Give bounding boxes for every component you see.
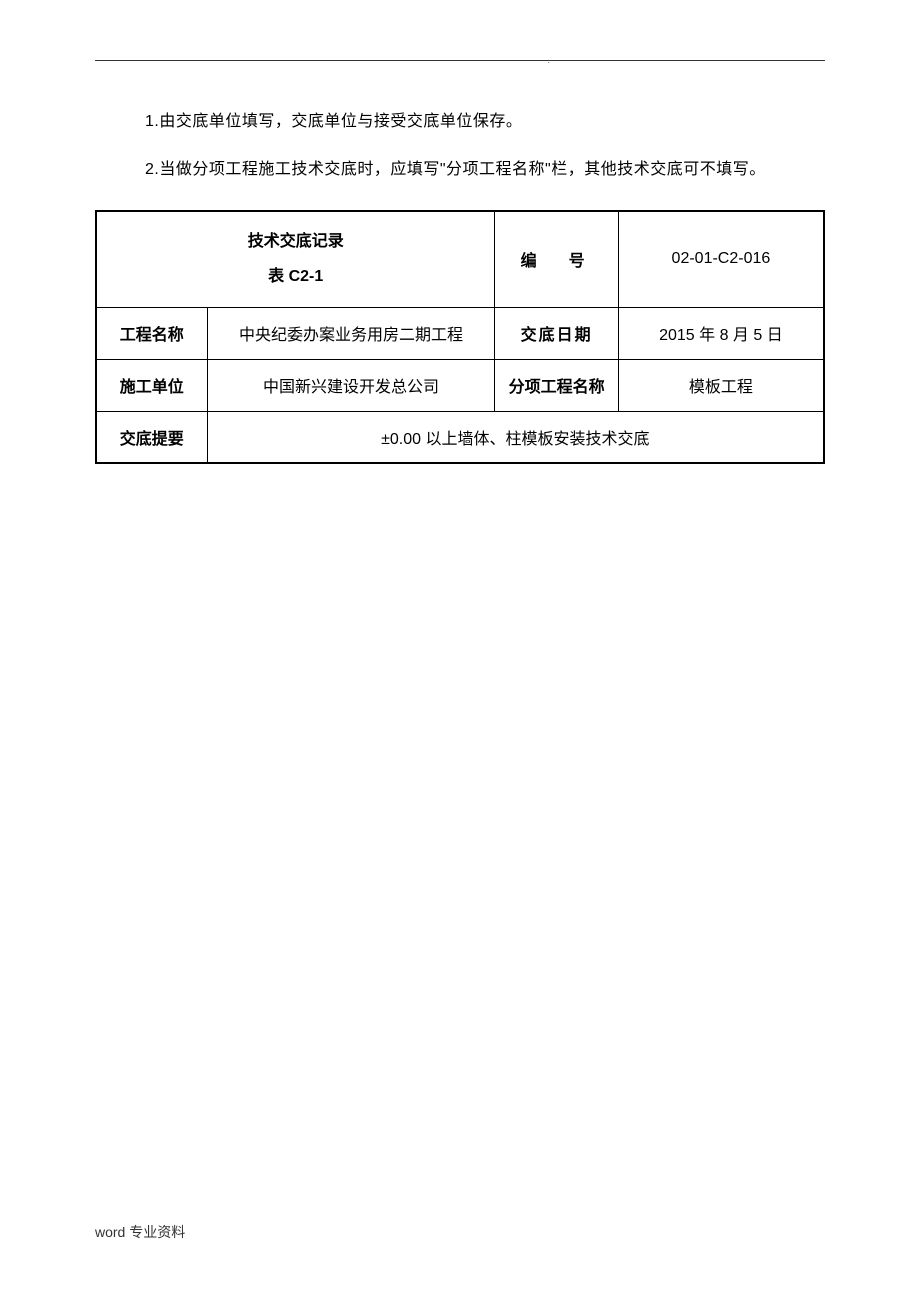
header-line: . [95,60,825,61]
page-footer: word 专业资料 [95,1222,185,1242]
table-row-unit: 施工单位 中国新兴建设开发总公司 分项工程名称 模板工程 [96,359,824,411]
note-item-2: 2.当做分项工程施工技术交底时，应填写"分项工程名称"栏，其他技术交底可不填写。 [145,157,825,183]
subitem-label: 分项工程名称 [495,359,618,411]
construction-unit-label: 施工单位 [96,359,207,411]
notes-section: 1.由交底单位填写，交底单位与接受交底单位保存。 2.当做分项工程施工技术交底时… [95,109,825,182]
construction-unit-value: 中国新兴建设开发总公司 [207,359,495,411]
note-item-1: 1.由交底单位填写，交底单位与接受交底单位保存。 [145,109,825,135]
page-container: . 1.由交底单位填写，交底单位与接受交底单位保存。 2.当做分项工程施工技术交… [0,0,920,464]
summary-value: ±0.00 以上墙体、柱模板安装技术交底 [207,411,824,463]
number-value: 02-01-C2-016 [618,211,824,307]
table-title-line2: 表 C2-1 [105,259,486,294]
record-table: 技术交底记录 表 C2-1 编 号 02-01-C2-016 工程名称 中央纪委… [95,210,825,464]
date-label: 交底日期 [495,307,618,359]
table-title-line1: 技术交底记录 [105,224,486,259]
date-value: 2015 年 8 月 5 日 [618,307,824,359]
header-dot: . [548,56,550,65]
subitem-value: 模板工程 [618,359,824,411]
summary-label: 交底提要 [96,411,207,463]
project-name-value: 中央纪委办案业务用房二期工程 [207,307,495,359]
table-row-title: 技术交底记录 表 C2-1 编 号 02-01-C2-016 [96,211,824,307]
table-row-project: 工程名称 中央纪委办案业务用房二期工程 交底日期 2015 年 8 月 5 日 [96,307,824,359]
table-row-summary: 交底提要 ±0.00 以上墙体、柱模板安装技术交底 [96,411,824,463]
project-name-label: 工程名称 [96,307,207,359]
number-label: 编 号 [495,211,618,307]
table-title-cell: 技术交底记录 表 C2-1 [96,211,495,307]
